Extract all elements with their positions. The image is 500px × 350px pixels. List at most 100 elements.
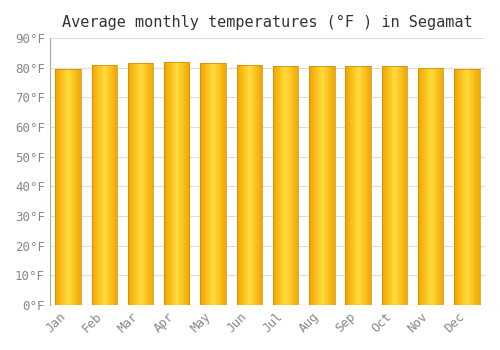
Bar: [418, 68, 444, 305]
Bar: [401, 66, 402, 305]
Bar: [400, 66, 402, 305]
Bar: [209, 63, 210, 305]
Bar: [102, 65, 104, 305]
Bar: [79, 69, 80, 305]
Bar: [64, 69, 66, 305]
Bar: [398, 66, 399, 305]
Bar: [426, 68, 428, 305]
Bar: [239, 65, 240, 305]
Bar: [288, 66, 289, 305]
Bar: [360, 66, 361, 305]
Bar: [134, 63, 135, 305]
Bar: [110, 65, 111, 305]
Bar: [202, 63, 203, 305]
Bar: [200, 63, 226, 305]
Bar: [164, 62, 190, 305]
Bar: [456, 69, 458, 305]
Bar: [348, 66, 349, 305]
Bar: [260, 65, 262, 305]
Bar: [441, 68, 442, 305]
Bar: [382, 66, 407, 305]
Bar: [432, 68, 434, 305]
Bar: [224, 63, 225, 305]
Bar: [220, 63, 221, 305]
Bar: [187, 62, 188, 305]
Bar: [219, 63, 220, 305]
Bar: [80, 69, 81, 305]
Bar: [424, 68, 425, 305]
Bar: [142, 63, 143, 305]
Bar: [440, 68, 441, 305]
Bar: [309, 66, 334, 305]
Bar: [273, 66, 298, 305]
Bar: [420, 68, 422, 305]
Bar: [472, 69, 473, 305]
Bar: [322, 66, 324, 305]
Bar: [220, 63, 222, 305]
Bar: [104, 65, 106, 305]
Bar: [58, 69, 59, 305]
Bar: [204, 63, 205, 305]
Bar: [477, 69, 478, 305]
Bar: [464, 69, 466, 305]
Bar: [418, 68, 419, 305]
Bar: [166, 62, 168, 305]
Bar: [478, 69, 480, 305]
Bar: [284, 66, 285, 305]
Bar: [295, 66, 296, 305]
Bar: [388, 66, 390, 305]
Bar: [442, 68, 444, 305]
Bar: [403, 66, 404, 305]
Bar: [311, 66, 312, 305]
Bar: [467, 69, 468, 305]
Bar: [280, 66, 281, 305]
Bar: [246, 65, 247, 305]
Bar: [165, 62, 166, 305]
Bar: [365, 66, 366, 305]
Bar: [324, 66, 326, 305]
Bar: [346, 66, 371, 305]
Bar: [70, 69, 72, 305]
Bar: [139, 63, 140, 305]
Bar: [321, 66, 322, 305]
Bar: [471, 69, 472, 305]
Bar: [95, 65, 96, 305]
Bar: [150, 63, 152, 305]
Bar: [245, 65, 246, 305]
Bar: [223, 63, 224, 305]
Bar: [96, 65, 97, 305]
Bar: [131, 63, 132, 305]
Bar: [172, 62, 174, 305]
Bar: [241, 65, 242, 305]
Bar: [186, 62, 187, 305]
Bar: [346, 66, 348, 305]
Bar: [188, 62, 190, 305]
Bar: [171, 62, 172, 305]
Bar: [106, 65, 107, 305]
Bar: [476, 69, 477, 305]
Bar: [473, 69, 474, 305]
Bar: [180, 62, 181, 305]
Bar: [419, 68, 420, 305]
Bar: [478, 69, 479, 305]
Bar: [56, 69, 80, 305]
Bar: [92, 65, 94, 305]
Bar: [359, 66, 360, 305]
Bar: [212, 63, 213, 305]
Bar: [150, 63, 151, 305]
Bar: [366, 66, 368, 305]
Bar: [66, 69, 68, 305]
Bar: [352, 66, 353, 305]
Bar: [100, 65, 101, 305]
Bar: [353, 66, 354, 305]
Bar: [394, 66, 396, 305]
Bar: [279, 66, 280, 305]
Bar: [294, 66, 295, 305]
Bar: [362, 66, 364, 305]
Bar: [258, 65, 260, 305]
Bar: [333, 66, 334, 305]
Bar: [454, 69, 479, 305]
Bar: [105, 65, 106, 305]
Bar: [462, 69, 464, 305]
Bar: [182, 62, 183, 305]
